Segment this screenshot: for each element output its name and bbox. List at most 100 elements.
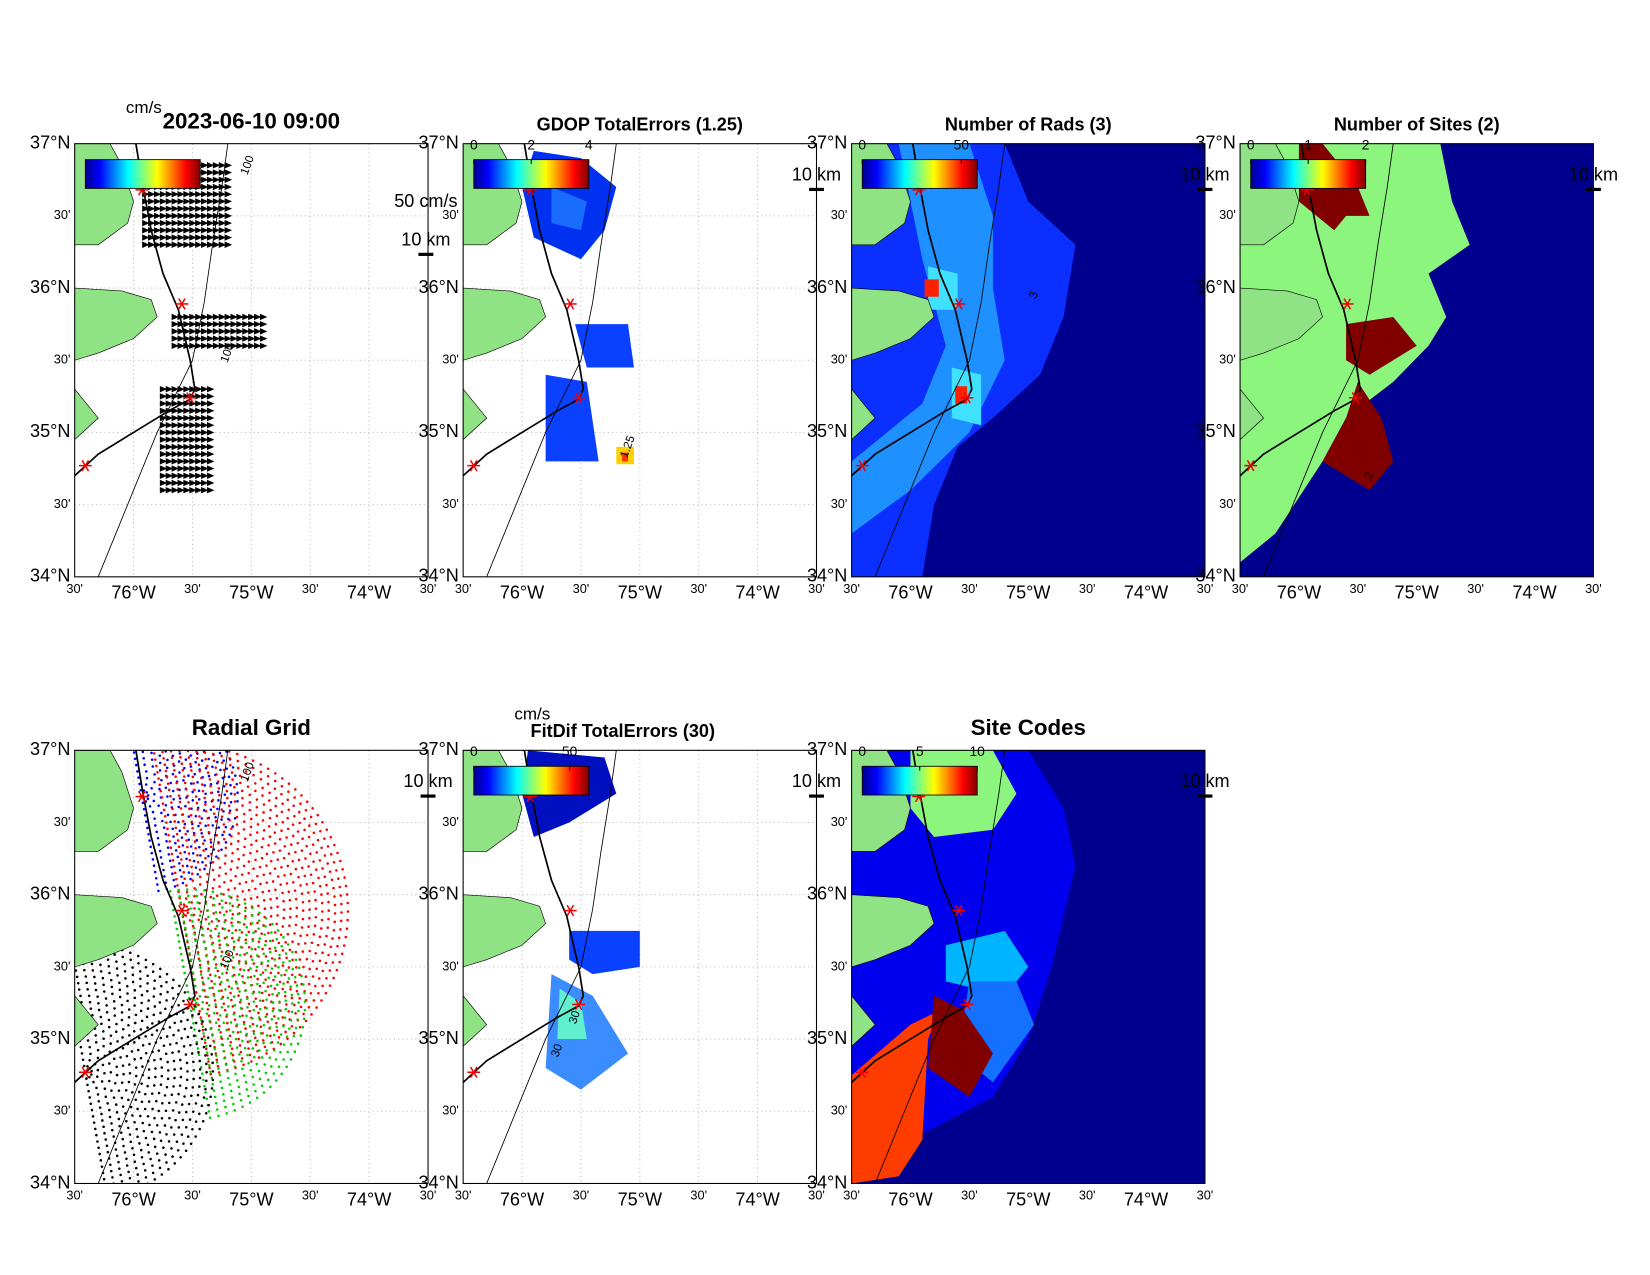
radial-grid-point xyxy=(157,1049,161,1052)
radial-grid-point xyxy=(183,971,186,975)
current-arrow xyxy=(142,219,150,227)
radial-grid-point xyxy=(203,796,206,800)
radial-grid-point xyxy=(265,1049,269,1052)
radial-grid-point xyxy=(112,1057,116,1061)
current-arrow xyxy=(165,205,174,212)
radial-grid-point xyxy=(218,982,222,986)
radial-grid-point xyxy=(190,769,193,772)
site-marker xyxy=(81,1066,90,1078)
radial-grid-point xyxy=(127,1008,131,1011)
y-tick-label: 37°N xyxy=(418,739,458,759)
radial-grid-point xyxy=(162,808,166,812)
colorbar-tick-label: 50 xyxy=(954,136,970,152)
radial-grid-point xyxy=(281,1016,284,1019)
radial-grid-point xyxy=(242,1022,246,1026)
radial-grid-point xyxy=(258,911,261,915)
radial-grid-point xyxy=(194,1120,198,1123)
radial-grid-point xyxy=(165,766,169,770)
radial-grid-point xyxy=(312,831,316,835)
radial-grid-point xyxy=(277,1017,280,1020)
radial-grid-point xyxy=(174,841,177,845)
y-tick-label: 34°N xyxy=(30,566,70,586)
current-arrow xyxy=(242,342,250,350)
radial-grid-point xyxy=(154,876,158,880)
radial-grid-point xyxy=(183,850,187,854)
radial-grid-point xyxy=(238,990,241,993)
current-arrow xyxy=(259,342,268,350)
radial-grid-point xyxy=(270,967,274,970)
current-arrow xyxy=(195,212,203,220)
current-arrow xyxy=(183,234,191,241)
radial-grid-point xyxy=(201,927,204,931)
radial-grid-point xyxy=(125,984,129,988)
radial-grid-point xyxy=(189,1043,192,1047)
radial-grid-point xyxy=(185,839,188,842)
radial-grid-point xyxy=(114,1103,118,1106)
radial-grid-point xyxy=(335,968,339,972)
radial-grid-point xyxy=(163,1094,167,1097)
radial-grid-point xyxy=(288,924,291,927)
radial-grid-point xyxy=(274,772,277,775)
current-arrow xyxy=(206,328,215,335)
radial-grid-point xyxy=(277,971,280,975)
radial-grid-point xyxy=(203,745,206,748)
radial-grid-point xyxy=(179,1020,183,1023)
scale-label: 10 km xyxy=(792,164,841,184)
radial-grid-point xyxy=(147,1068,151,1071)
radial-grid-point xyxy=(133,1004,136,1007)
radial-grid-point xyxy=(272,1048,276,1052)
radial-grid-point xyxy=(221,972,224,975)
radial-grid-point xyxy=(181,768,185,772)
radial-grid-point xyxy=(257,904,260,908)
radial-grid-point xyxy=(239,1030,242,1034)
current-arrow xyxy=(218,234,227,241)
radial-grid-point xyxy=(345,927,349,930)
radial-grid-point xyxy=(249,955,253,958)
radial-grid-point xyxy=(134,1021,137,1025)
radial-grid-point xyxy=(106,1102,109,1105)
radial-grid-point xyxy=(229,763,232,767)
radial-grid-point xyxy=(271,1001,275,1004)
radial-grid-point xyxy=(168,717,171,720)
radial-grid-point xyxy=(326,892,330,895)
radial-grid-point xyxy=(293,1003,296,1007)
radial-grid-point xyxy=(175,706,178,709)
current-arrow xyxy=(177,205,185,212)
radial-grid-point xyxy=(223,1008,227,1012)
radial-grid-point xyxy=(332,928,336,932)
radial-grid-point xyxy=(229,783,232,787)
radial-grid-point xyxy=(258,1077,262,1081)
x-tick-label: 30' xyxy=(184,1188,201,1203)
radial-grid-point xyxy=(138,782,141,786)
radial-grid-point xyxy=(185,1110,188,1114)
radial-grid-point xyxy=(241,1014,244,1017)
radial-grid-point xyxy=(243,909,247,913)
radial-grid-point xyxy=(266,959,270,963)
radial-grid-point xyxy=(121,1064,125,1067)
radial-grid-point xyxy=(230,859,234,863)
radial-grid-point xyxy=(162,757,165,760)
radial-grid-point xyxy=(124,977,127,980)
radial-grid-point xyxy=(278,953,281,957)
radial-grid-point xyxy=(308,824,311,827)
radial-grid-point xyxy=(294,958,298,962)
radial-grid-point xyxy=(204,1047,208,1051)
radial-grid-point xyxy=(202,740,205,743)
radial-grid-point xyxy=(217,787,221,790)
radial-grid-point xyxy=(249,897,253,900)
radial-grid-point xyxy=(303,1000,307,1003)
radial-grid-point xyxy=(88,1096,91,1099)
current-arrow xyxy=(171,219,180,227)
radial-grid-point xyxy=(204,1028,207,1031)
radial-grid-point xyxy=(167,1140,171,1143)
radial-grid-point xyxy=(245,951,249,955)
radial-grid-point xyxy=(210,936,213,939)
radial-grid-point xyxy=(113,1014,117,1017)
radial-grid-point xyxy=(131,1146,134,1150)
radial-grid-point xyxy=(209,838,213,841)
radial-grid-point xyxy=(160,778,163,782)
radial-grid-point xyxy=(205,1001,209,1005)
radial-grid-point xyxy=(205,1044,208,1048)
radial-grid-point xyxy=(227,750,231,753)
radial-grid-point xyxy=(168,1043,172,1046)
